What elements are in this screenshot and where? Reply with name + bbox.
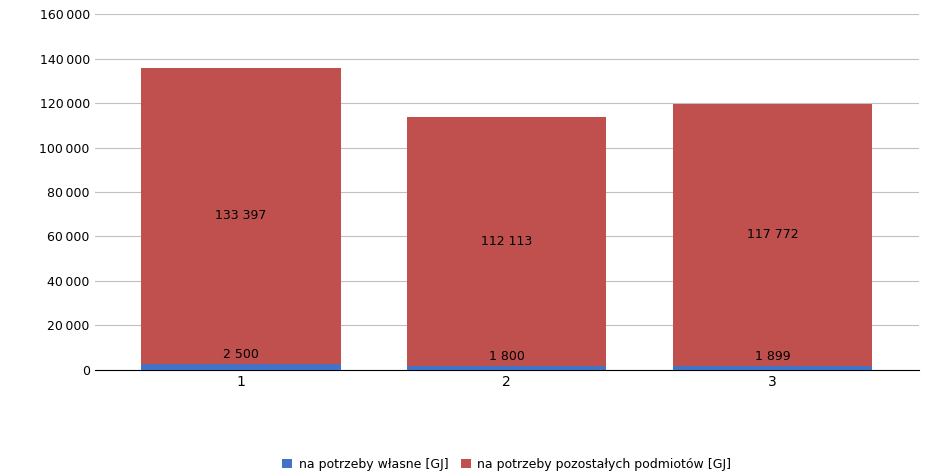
- Text: 117 772: 117 772: [746, 228, 798, 241]
- Bar: [407, 117, 606, 366]
- Text: 2 500: 2 500: [223, 348, 259, 362]
- Bar: [672, 104, 872, 365]
- Legend: na potrzeby własne [GJ], na potrzeby pozostałych podmiotów [GJ]: na potrzeby własne [GJ], na potrzeby poz…: [278, 454, 735, 474]
- Text: 112 113: 112 113: [481, 235, 532, 248]
- Text: 1 800: 1 800: [489, 350, 525, 363]
- Bar: [141, 68, 341, 364]
- Bar: [672, 365, 872, 370]
- Bar: [141, 364, 341, 370]
- Text: 1 899: 1 899: [755, 350, 790, 363]
- Text: 133 397: 133 397: [215, 210, 266, 222]
- Bar: [407, 366, 606, 370]
